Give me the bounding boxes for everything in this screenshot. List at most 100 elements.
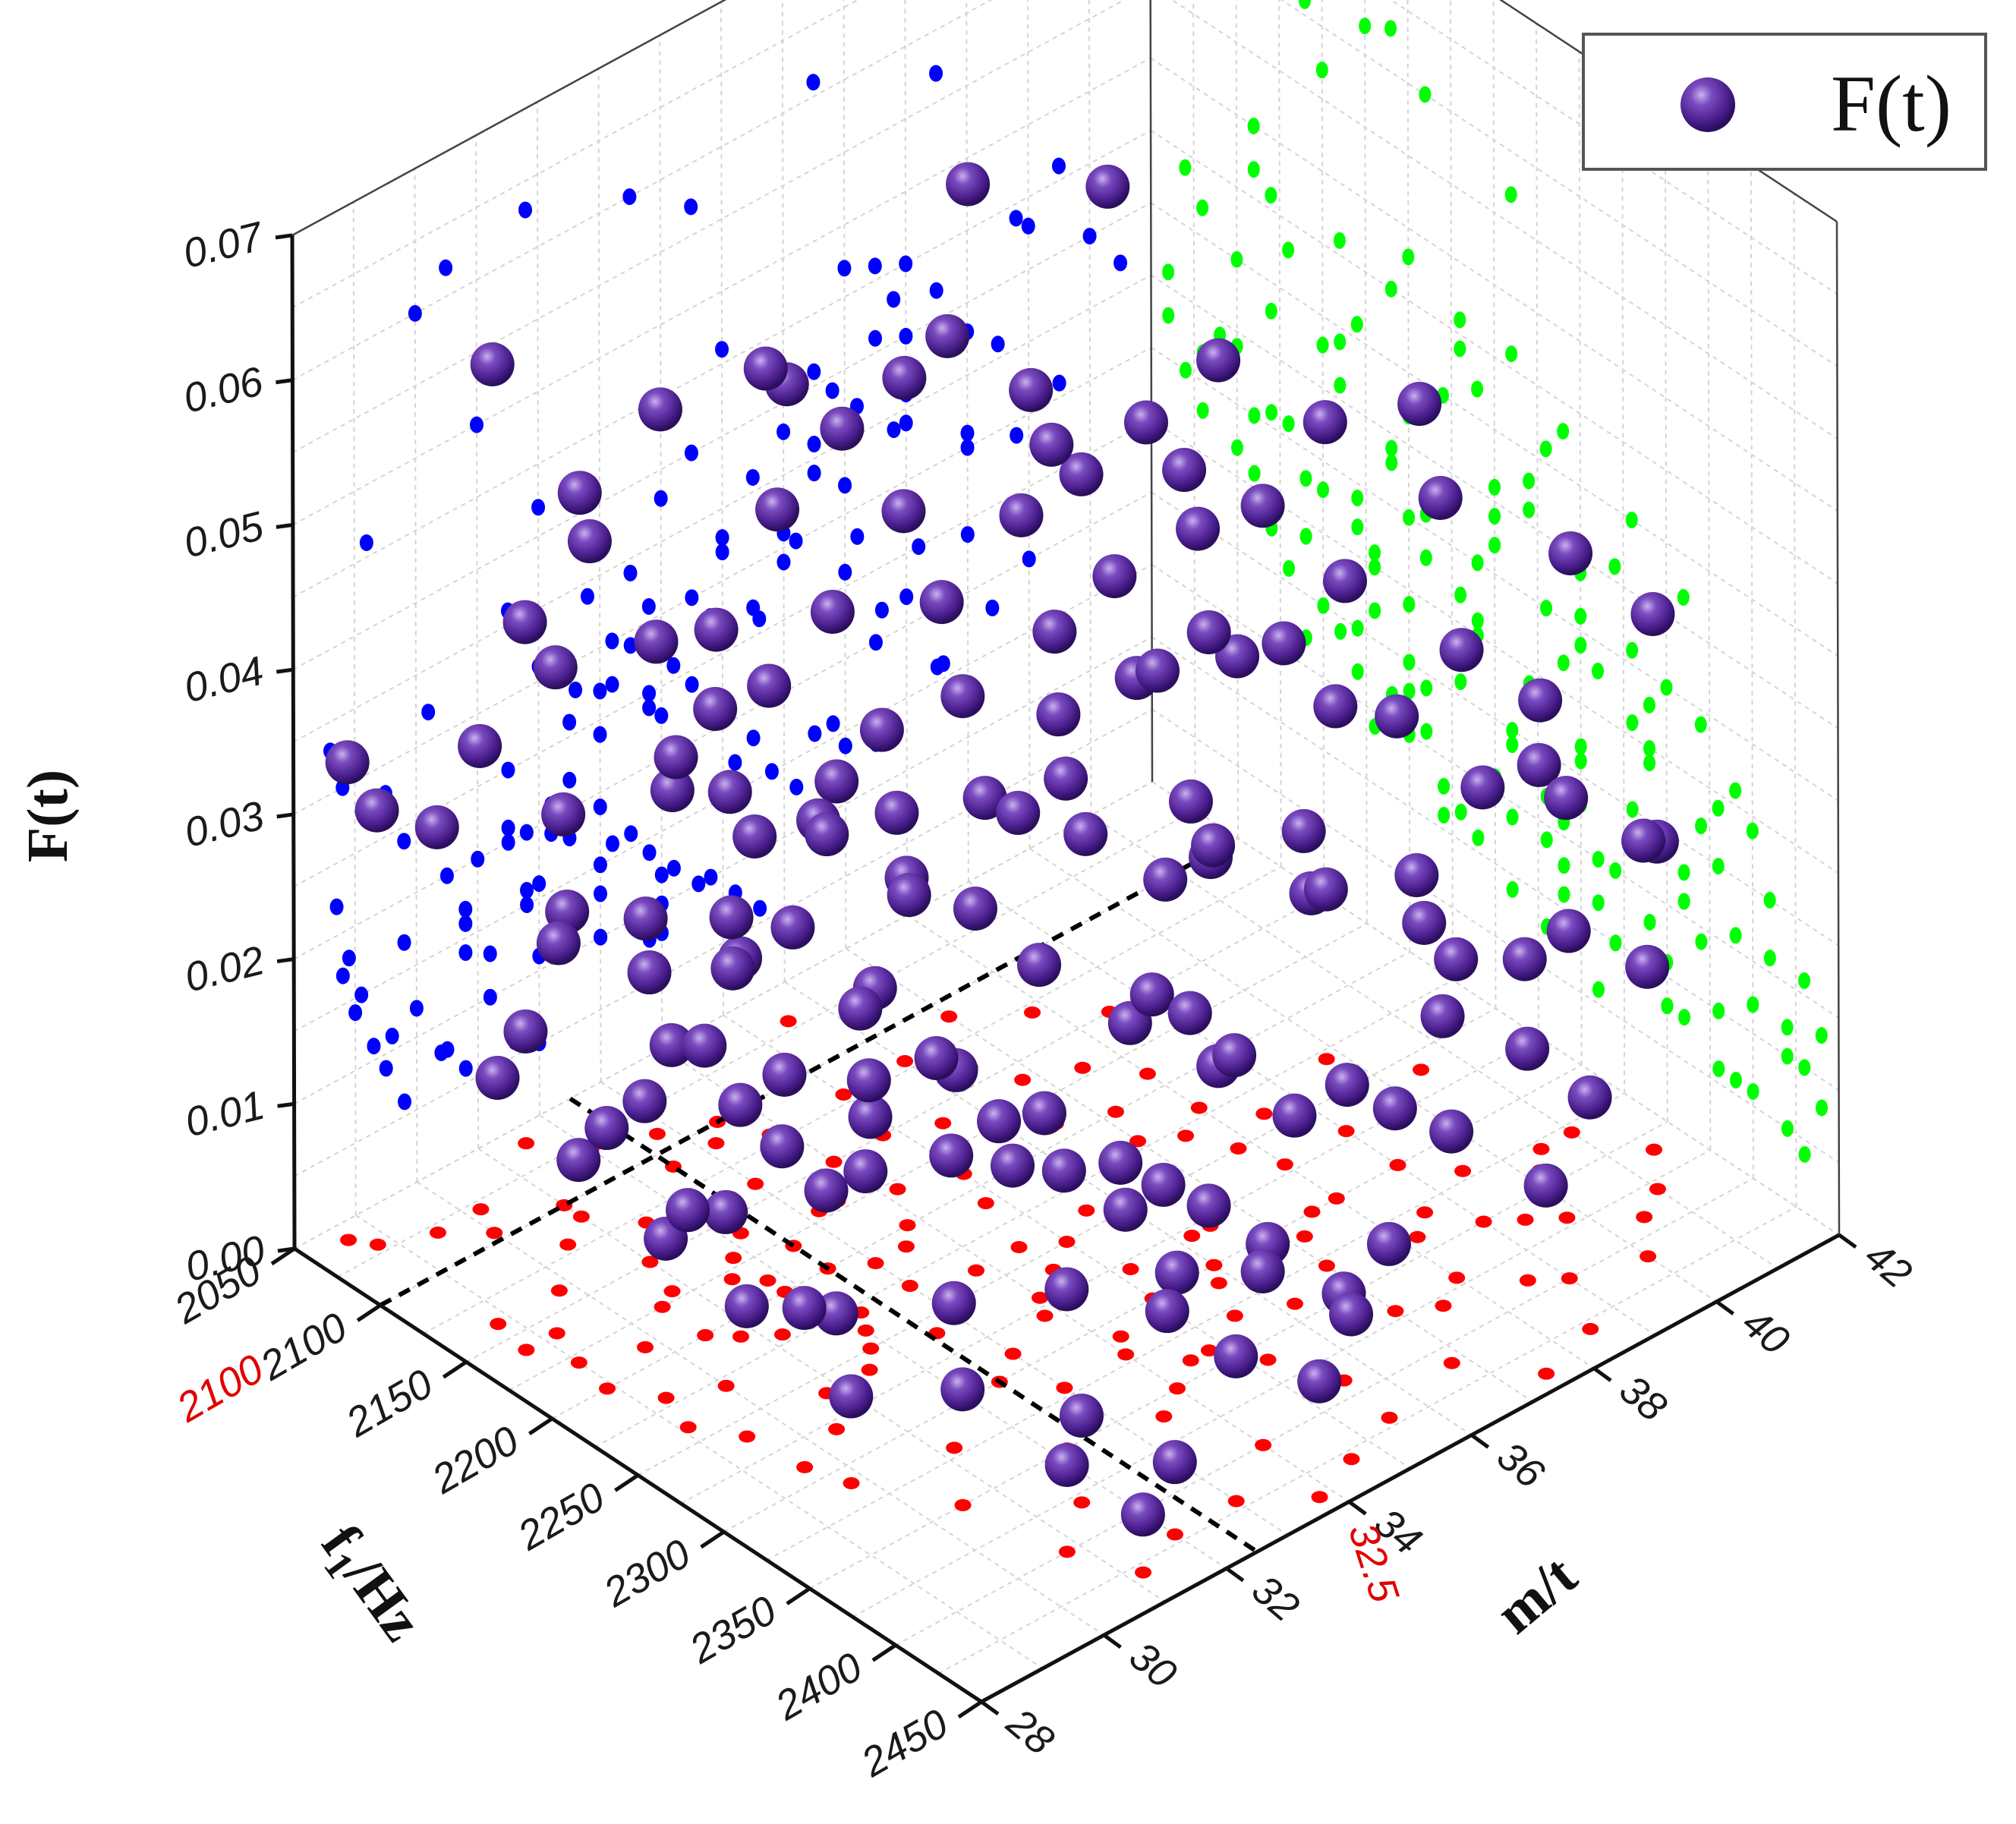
right-projection-point — [1351, 619, 1364, 637]
data-point — [1036, 692, 1081, 737]
frame-edge — [291, 0, 727, 237]
x-axis-tick — [356, 1303, 382, 1322]
grid-line — [852, 1149, 1711, 1618]
right-projection-point — [1369, 559, 1381, 576]
floor-projection-point — [1032, 1291, 1049, 1304]
right-projection-point — [1763, 950, 1776, 967]
data-point — [1152, 1440, 1197, 1485]
data-point — [1429, 1109, 1474, 1154]
left-projection-point — [593, 726, 607, 743]
data-point — [1059, 1393, 1104, 1438]
data-point — [1505, 1026, 1550, 1071]
right-projection-point — [1574, 752, 1587, 770]
right-projection-point — [1162, 307, 1175, 324]
grid-line — [293, 564, 1152, 1032]
right-projection-point — [1747, 1082, 1759, 1100]
floor-projection-point — [1200, 1344, 1217, 1357]
floor-projection-point — [732, 1330, 749, 1343]
y-axis-tick — [1715, 1299, 1735, 1315]
data-point — [1141, 1162, 1186, 1207]
right-projection-point — [1505, 345, 1518, 363]
z-tick-label: 0.02 — [181, 937, 269, 1001]
data-point — [1523, 1163, 1568, 1208]
left-projection-point — [684, 198, 698, 216]
right-projection-point — [1558, 886, 1570, 903]
floor-projection-point — [857, 1324, 874, 1337]
x-axis-tick — [786, 1586, 811, 1605]
left-projection-point — [1051, 157, 1066, 175]
floor-projection-point — [1311, 1491, 1328, 1504]
y-tick-label: 28 — [998, 1700, 1063, 1764]
floor-projection-point — [1561, 1272, 1578, 1285]
data-point — [649, 1022, 694, 1067]
left-projection-point — [624, 825, 638, 843]
left-projection-point — [850, 528, 865, 545]
floor-projection-point — [559, 1238, 577, 1251]
floor-projection-point — [663, 1285, 681, 1298]
right-projection-point — [1317, 481, 1330, 499]
floor-projection-point — [1166, 1528, 1183, 1541]
right-projection-point — [1574, 637, 1587, 654]
right-projection-point — [1626, 801, 1639, 818]
floor-projection-point — [572, 1210, 590, 1223]
floor-projection-point — [1004, 1347, 1022, 1360]
left-projection-point — [641, 598, 656, 615]
grid-line — [1151, 781, 1840, 1236]
floor-projection-point — [1646, 1143, 1663, 1156]
grid-line — [293, 274, 1151, 743]
grid-line — [1793, 193, 1797, 1207]
grid-line — [845, 947, 1533, 1403]
y-axis-tick — [1347, 1500, 1367, 1516]
right-projection-point — [1643, 913, 1656, 931]
grid-line — [294, 636, 1153, 1105]
floor-projection-point — [896, 1055, 914, 1068]
left-projection-point — [807, 436, 821, 453]
data-point — [634, 619, 679, 664]
right-projection-point — [1230, 250, 1243, 268]
left-projection-point — [838, 737, 852, 754]
left-projection-point — [379, 1060, 393, 1077]
grid-line — [352, 202, 357, 1216]
x-tick-label: 2450 — [853, 1700, 956, 1786]
floor-projection-point — [1255, 1438, 1272, 1451]
floor-projection-point — [1343, 1453, 1360, 1466]
floor-projection-point — [1135, 1566, 1152, 1579]
right-projection-point — [1316, 336, 1329, 354]
right-projection-point — [1540, 831, 1553, 849]
x-axis-tick — [270, 1246, 296, 1266]
left-projection-point — [1010, 427, 1024, 444]
floor-projection-point — [1303, 1205, 1321, 1218]
grid-line — [1321, 0, 1325, 896]
floor-projection-point — [977, 1197, 994, 1210]
data-point — [1402, 900, 1447, 945]
z-tick-label: 0.04 — [180, 648, 269, 712]
data-point — [627, 950, 672, 995]
y-tick-label: 32 — [1243, 1567, 1308, 1631]
right-projection-point — [1247, 117, 1260, 134]
right-projection-point — [1334, 622, 1347, 640]
right-projection-point — [1625, 512, 1638, 529]
grid-line — [895, 1177, 1754, 1646]
left-projection-point — [807, 465, 821, 482]
right-projection-point — [1315, 61, 1328, 79]
data-point — [999, 493, 1044, 537]
right-projection-point — [1248, 407, 1261, 424]
y-axis-tick — [1225, 1567, 1245, 1583]
x-axis-tick — [528, 1416, 553, 1435]
grid-line — [1364, 0, 1368, 924]
z-axis-tick — [276, 957, 295, 964]
right-projection-point — [1419, 86, 1432, 103]
data-point — [1120, 1492, 1165, 1537]
left-projection-point — [868, 257, 882, 275]
data-point — [953, 887, 997, 931]
right-projection-point — [1282, 415, 1295, 433]
left-projection-point — [623, 564, 638, 581]
data-point — [1154, 1250, 1199, 1295]
floor-projection-point — [1177, 1129, 1195, 1142]
left-projection-point — [753, 899, 767, 917]
data-point — [848, 1095, 893, 1139]
data-point — [1329, 1292, 1374, 1337]
z-axis-tick — [275, 233, 293, 240]
right-projection-point — [1643, 754, 1656, 772]
right-projection-point — [1574, 738, 1587, 755]
